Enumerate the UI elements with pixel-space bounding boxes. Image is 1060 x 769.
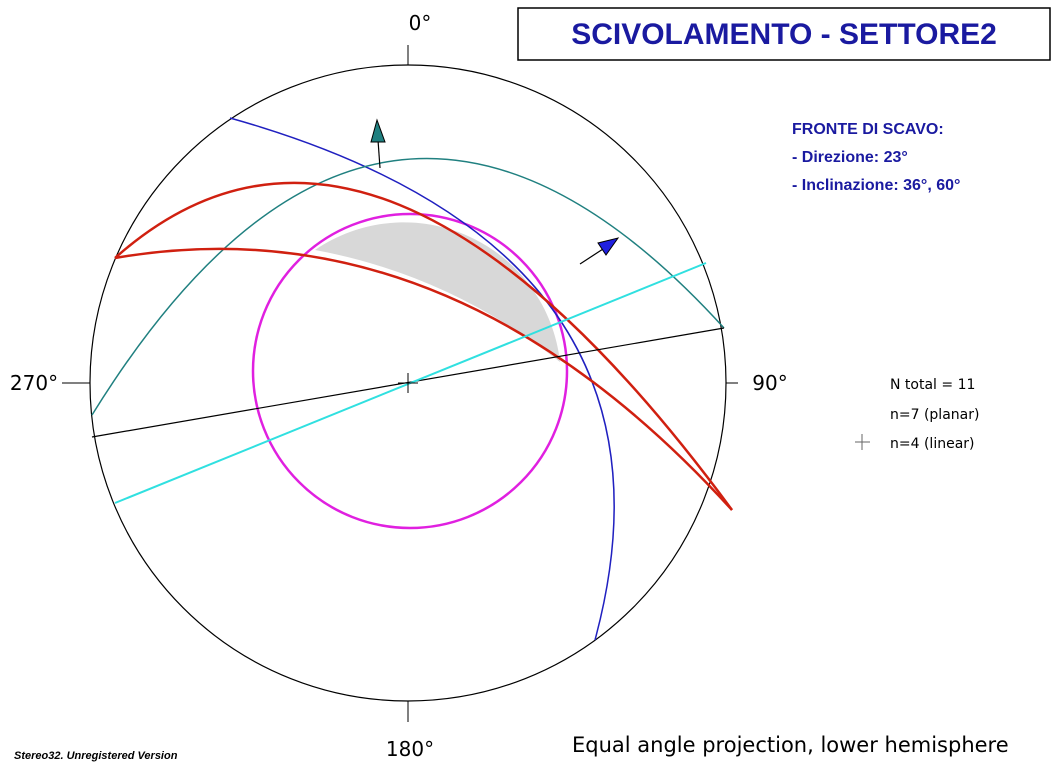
watermark: Stereo32. Unregistered Version: [14, 750, 178, 762]
great-circle-teal: [91, 157, 725, 416]
great-circle-blue: [229, 117, 615, 641]
wedge-area: [315, 222, 560, 362]
legend-linear: n=4 (linear): [890, 436, 975, 452]
legend-planar: n=7 (planar): [890, 407, 979, 423]
great-circle-red: [114, 247, 733, 511]
east-label: 90°: [752, 371, 787, 395]
great-circle-red: [114, 181, 734, 511]
dip-arrow: [377, 139, 381, 169]
north-label: 0°: [409, 11, 432, 35]
arrow-head: [370, 118, 386, 143]
info-line: - Inclinazione: 36°, 60°: [792, 177, 960, 194]
info-line: - Direzione: 23°: [792, 149, 908, 166]
south-label: 180°: [386, 737, 434, 761]
projection-note: Equal angle projection, lower hemisphere: [572, 733, 1009, 757]
legend-cross: [855, 434, 870, 450]
center-cross: [398, 373, 418, 393]
friction-cone: [251, 212, 569, 530]
west-label: 270°: [10, 371, 58, 395]
info-heading: FRONTE DI SCAVO:: [792, 121, 944, 138]
dip-arrow: [579, 248, 604, 265]
title: SCIVOLAMENTO - SETTORE2: [571, 18, 997, 51]
title-box: [517, 7, 1051, 61]
arrow-head: [597, 237, 620, 256]
legend-total: N total = 11: [890, 377, 975, 393]
